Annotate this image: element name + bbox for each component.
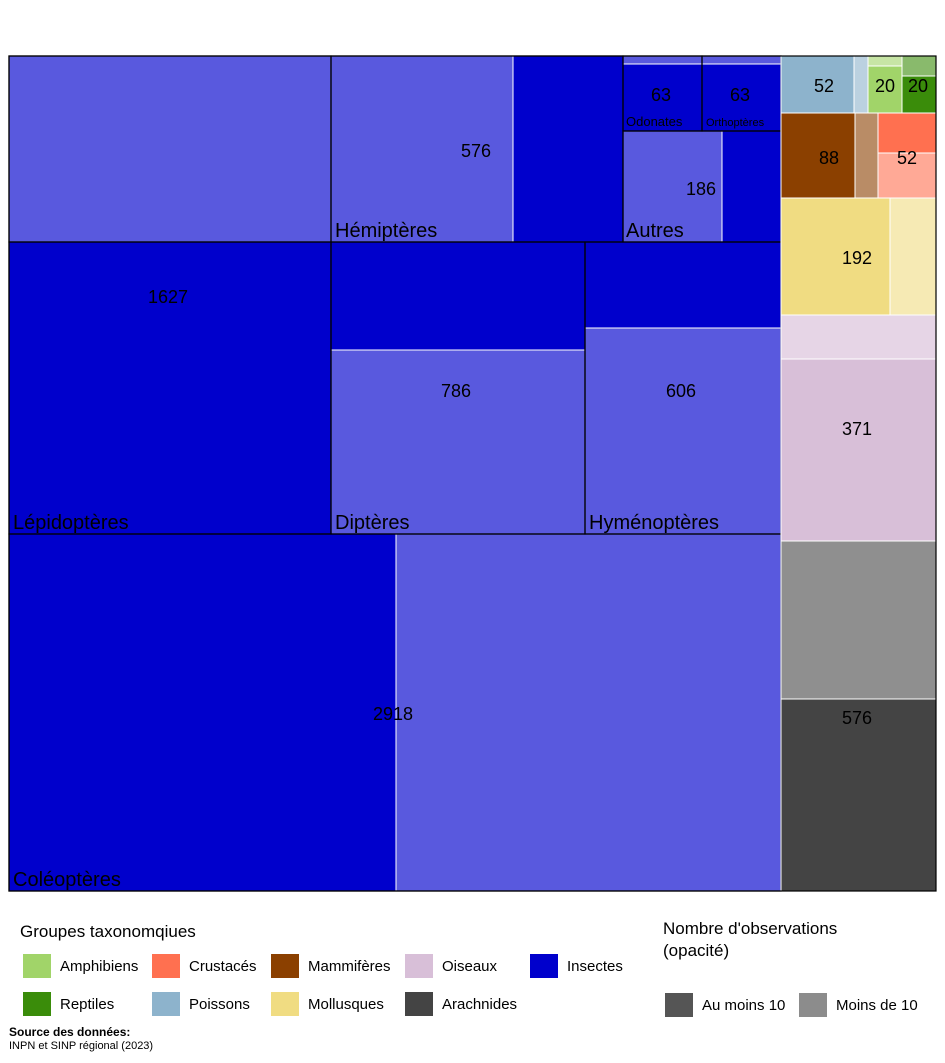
value-label-poissons: 52 xyxy=(814,76,834,96)
group-label-hymenopteres: Hyménoptères xyxy=(589,512,719,534)
legend-groups-title: Groupes taxonomqiues xyxy=(20,922,196,941)
value-label-autres: 186 xyxy=(686,179,716,199)
legend-swatch-moins-de-10 xyxy=(798,992,828,1018)
value-label-amphibiens: 20 xyxy=(875,76,895,96)
treemap-cell-odonates-dark xyxy=(622,63,703,132)
legend-label-arachnides: Arachnides xyxy=(442,995,518,1013)
treemap-cell-mollusques-dark xyxy=(780,197,891,316)
legend-swatch-au-moins-10 xyxy=(664,992,694,1018)
group-label-hemipteres: Hémiptères xyxy=(335,220,437,242)
value-label-orthopteres: 63 xyxy=(730,85,750,105)
legend-opacity-title: Nombre d'observations (opacité) xyxy=(663,918,837,962)
treemap-cell-dipteres-light xyxy=(330,349,586,535)
legend-item-insectes: Insectes xyxy=(529,953,623,979)
treemap-cell-coleopteres-dark xyxy=(8,533,397,892)
legend-item-mammiferes: Mammifères xyxy=(270,953,391,979)
value-label-coleopteres: 2918 xyxy=(373,704,413,724)
legend-item-au-moins-10: Au moins 10 xyxy=(664,992,785,1018)
legend-item-poissons: Poissons xyxy=(151,991,250,1017)
treemap-cell-hemipteres-dark xyxy=(512,55,624,243)
legend-swatch-amphibiens xyxy=(22,953,52,979)
value-label-hymenopteres: 606 xyxy=(666,381,696,401)
legend-opacity-title-line2: (opacité) xyxy=(663,941,730,960)
value-label-mollusques: 192 xyxy=(842,248,872,268)
value-label-oiseaux: 371 xyxy=(842,419,872,439)
legend-label-oiseaux: Oiseaux xyxy=(442,957,498,975)
group-label-coleopteres: Coléoptères xyxy=(13,869,121,891)
value-label-hemipteres: 576 xyxy=(461,141,491,161)
legend-label-crustaces: Crustacés xyxy=(189,957,257,975)
treemap-cell-coleopteres-light xyxy=(395,533,782,892)
treemap-cell-oiseaux-light xyxy=(780,314,937,360)
group-label-lepidopteres: Lépidoptères xyxy=(13,512,129,534)
legend-label-moins-de-10: Moins de 10 xyxy=(836,996,918,1014)
treemap-cell-autres-light xyxy=(622,130,723,243)
legend-item-crustaces: Crustacés xyxy=(151,953,257,979)
treemap-cell-poissons-light xyxy=(853,55,869,114)
value-label-reptiles: 20 xyxy=(908,76,928,96)
legend-label-amphibiens: Amphibiens xyxy=(60,957,139,975)
value-label-mammiferes: 88 xyxy=(819,148,839,168)
legend-label-insectes: Insectes xyxy=(567,957,623,975)
value-label-crustaces: 52 xyxy=(897,148,917,168)
legend-item-oiseaux: Oiseaux xyxy=(404,953,497,979)
value-label-odonates: 63 xyxy=(651,85,671,105)
legend-item-reptiles: Reptiles xyxy=(22,991,114,1017)
treemap-cell-lepidopteres-light xyxy=(8,55,332,243)
source-title: Source des données: xyxy=(9,1025,131,1039)
legend-swatch-oiseaux xyxy=(404,953,434,979)
treemap-cell-oiseaux-dark xyxy=(780,358,937,542)
legend-swatch-insectes xyxy=(529,953,559,979)
legend-swatch-arachnides xyxy=(404,991,434,1017)
treemap-cell-orthopteres-dark xyxy=(701,63,782,132)
treemap-cell-orthopteres-light xyxy=(701,55,782,65)
legend-item-moins-de-10: Moins de 10 xyxy=(798,992,918,1018)
treemap-cell-mammiferes-light xyxy=(854,112,879,199)
group-label-odonates: Odonates xyxy=(626,114,683,129)
legend-label-mollusques: Mollusques xyxy=(308,995,384,1013)
treemap-cell-reptiles-dark xyxy=(901,75,937,114)
legend-label-poissons: Poissons xyxy=(189,995,250,1013)
legend-swatch-poissons xyxy=(151,991,181,1017)
treemap-cell-autres-dark xyxy=(721,130,782,243)
legend-label-mammiferes: Mammifères xyxy=(308,957,391,975)
treemap-cell-odonates-light xyxy=(622,55,703,65)
treemap-cell-crustaces-light xyxy=(877,152,937,199)
treemap-cell-arachnides-dark xyxy=(780,698,937,892)
treemap-cell-hymenopteres-dark xyxy=(584,241,782,329)
treemap-cell-amphibiens-light xyxy=(867,55,903,67)
legend-swatch-reptiles xyxy=(22,991,52,1017)
group-label-dipteres: Diptères xyxy=(335,512,409,534)
value-label-dipteres: 786 xyxy=(441,381,471,401)
legend-opacity-title-line1: Nombre d'observations xyxy=(663,919,838,938)
treemap-frame xyxy=(8,55,937,892)
treemap-chart: 2918 Coléoptères 1627 Lépidoptères 786 Diptèr… xyxy=(8,55,937,892)
treemap-cell-mollusques-light xyxy=(889,197,937,316)
treemap-cell-crustaces-dark xyxy=(877,112,937,154)
legend-item-arachnides: Arachnides xyxy=(404,991,517,1017)
treemap-cell-mammiferes-dark xyxy=(780,112,856,199)
value-label-lepidopteres: 1627 xyxy=(148,287,188,307)
treemap-cell-reptiles-light xyxy=(901,55,937,77)
legend-label-reptiles: Reptiles xyxy=(60,995,115,1013)
source-text: INPN et SINP régional (2023) xyxy=(9,1040,154,1052)
legend-item-amphibiens: Amphibiens xyxy=(22,953,138,979)
treemap-cell-hymenopteres-light xyxy=(584,327,782,535)
legend-item-mollusques: Mollusques xyxy=(270,991,384,1017)
treemap-cell-dipteres-dark xyxy=(330,241,586,351)
treemap-cell-lepidopteres-dark xyxy=(8,241,332,535)
treemap-cell-hemipteres-light xyxy=(330,55,514,243)
treemap-cell-arachnides-light xyxy=(780,540,937,700)
group-label-orthopteres: Orthoptères xyxy=(706,117,765,129)
legend-label-au-moins-10: Au moins 10 xyxy=(702,996,786,1014)
value-label-arachnides: 576 xyxy=(842,708,872,728)
legend-swatch-crustaces xyxy=(151,953,181,979)
legend-swatch-mollusques xyxy=(270,991,300,1017)
legend-swatch-mammiferes xyxy=(270,953,300,979)
treemap-cell-amphibiens-dark xyxy=(867,65,903,114)
group-label-autres: Autres xyxy=(626,220,684,242)
